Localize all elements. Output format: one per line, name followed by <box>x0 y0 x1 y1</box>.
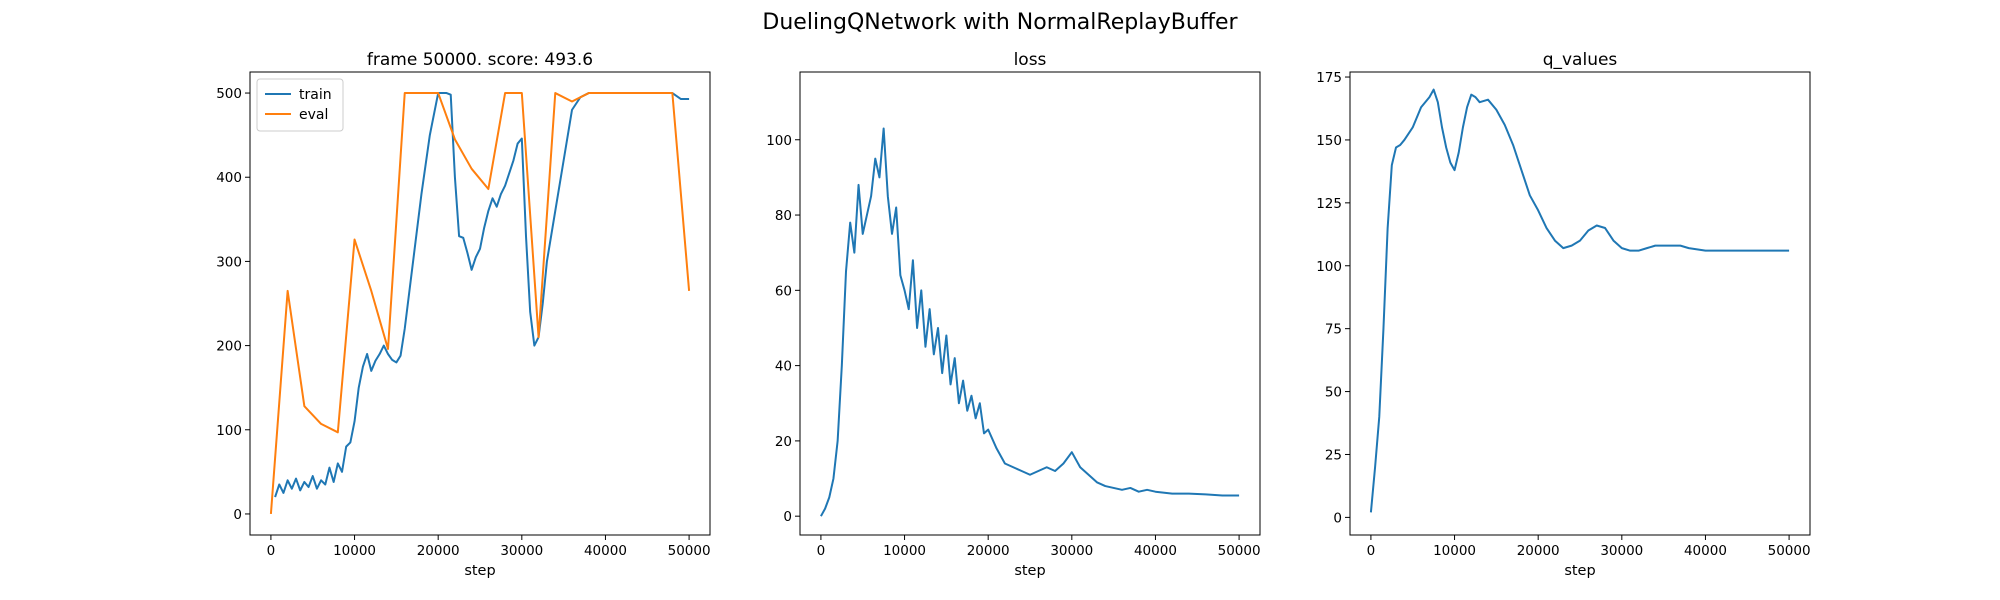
axes-frame <box>249 71 711 536</box>
x-tick-label: 0 <box>267 543 276 559</box>
x-axis-label: step <box>464 563 495 579</box>
y-tick-label: 125 <box>1316 196 1342 212</box>
y-tick-label: 50 <box>1325 385 1342 401</box>
series-line-eval <box>269 92 691 515</box>
y-tick-label: 25 <box>1325 447 1342 463</box>
subplot-3: 0 10000 20000 30000 40000 50000 0 25 50 75 100 125 1… <box>1316 50 1810 579</box>
axes-frame <box>799 71 1261 536</box>
y-tick-label: 20 <box>775 434 792 450</box>
x-tick-label: 30000 <box>1050 543 1093 559</box>
x-tick-label: 10000 <box>883 543 926 559</box>
x-tick-label: 40000 <box>1684 543 1727 559</box>
y-tick-label: 100 <box>766 133 792 149</box>
axes-frame <box>1349 71 1811 536</box>
x-axis-label: step <box>1014 563 1045 579</box>
figure-suptitle: DuelingQNetwork with NormalReplayBuffer <box>762 10 1238 35</box>
y-tick-label: 400 <box>216 170 242 186</box>
legend-label-eval: eval <box>299 107 328 123</box>
y-tick-label: 40 <box>775 359 792 375</box>
x-tick-label: 40000 <box>1134 543 1177 559</box>
subplot-title: loss <box>1014 50 1047 70</box>
y-tick-label: 100 <box>216 423 242 439</box>
legend-box <box>256 78 344 132</box>
x-tick-label: 30000 <box>1600 543 1643 559</box>
x-tick-label: 30000 <box>500 543 543 559</box>
subplot-title: frame 50000. score: 493.6 <box>367 50 593 70</box>
y-tick-label: 150 <box>1316 133 1342 149</box>
x-tick-label: 0 <box>1367 543 1376 559</box>
y-tick-label: 60 <box>775 283 792 299</box>
subplot-2: 0 10000 20000 30000 40000 50000 0 20 40 60 80 100 lo… <box>766 50 1260 579</box>
x-tick-label: 10000 <box>333 543 376 559</box>
x-tick-label: 40000 <box>584 543 627 559</box>
y-tick-label: 300 <box>216 254 242 270</box>
y-tick-label: 500 <box>216 86 242 102</box>
x-axis-label: step <box>1564 563 1595 579</box>
y-tick-label: 175 <box>1316 70 1342 86</box>
x-tick-label: 20000 <box>417 543 460 559</box>
subplot-title: q_values <box>1543 50 1618 70</box>
x-tick-label: 10000 <box>1433 543 1476 559</box>
legend: train eval <box>256 78 344 132</box>
y-tick-label: 0 <box>783 509 792 525</box>
series-line-series-1 <box>820 127 1240 517</box>
x-tick-label: 0 <box>817 543 826 559</box>
series-line-series-1 <box>1369 88 1790 513</box>
x-tick-label: 20000 <box>1517 543 1560 559</box>
plots-container: 0 10000 20000 30000 40000 5000001002003004005… <box>216 50 1810 579</box>
x-tick-label: 50000 <box>1218 543 1261 559</box>
y-tick-label: 75 <box>1325 322 1342 338</box>
x-tick-label: 50000 <box>1768 543 1811 559</box>
y-tick-label: 80 <box>775 208 792 224</box>
y-tick-label: 100 <box>1316 259 1342 275</box>
subplot-1: 0 10000 20000 30000 40000 50000 0 100 200 300 400 5… <box>216 50 710 579</box>
x-tick-label: 50000 <box>668 543 711 559</box>
x-tick-label: 20000 <box>967 543 1010 559</box>
y-tick-label: 200 <box>216 339 242 355</box>
y-tick-label: 0 <box>1333 510 1342 526</box>
legend-label-train: train <box>299 87 332 103</box>
y-tick-label: 0 <box>233 507 242 523</box>
series-line-train <box>274 92 690 498</box>
